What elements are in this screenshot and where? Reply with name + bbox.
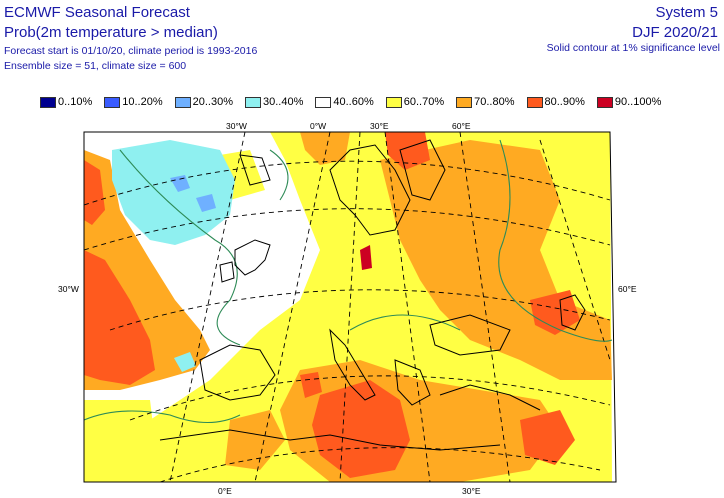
region-90-100	[360, 245, 372, 270]
grid-label-top: 30°W	[226, 121, 247, 131]
coastline-iceland	[239, 154, 271, 186]
coastline-scandinavia	[329, 144, 411, 236]
grid-label-left: 30°W	[58, 284, 79, 294]
region-80-90	[312, 380, 410, 478]
grid-label-right: 60°E	[618, 284, 637, 294]
grid-label-top: 30°E	[370, 121, 389, 131]
region-70-80	[225, 410, 285, 470]
meridian-line	[169, 132, 246, 482]
forecast-info: Forecast start is 01/10/20, climate peri…	[4, 45, 258, 57]
parallel-line	[109, 289, 611, 331]
meridian-line	[459, 132, 511, 482]
significance-note: Solid contour at 1% significance level	[546, 42, 720, 54]
legend-label: 80..90%	[544, 96, 585, 108]
chart-subtitle: Prob(2m temperature > median)	[4, 24, 218, 41]
grid-label-bottom: 0°E	[218, 486, 232, 496]
legend-item: 80..90%	[526, 96, 585, 108]
grid-label-top: 60°E	[452, 121, 471, 131]
coastline-anatolia	[439, 384, 541, 411]
coastline-britain	[234, 239, 271, 276]
system-label: System 5	[655, 4, 718, 21]
parallel-line	[159, 447, 601, 482]
legend-swatch	[174, 96, 191, 108]
region-80-90	[385, 132, 430, 170]
legend-label: 20..30%	[192, 96, 233, 108]
legend-label: 90..100%	[614, 96, 662, 108]
significance-contour	[84, 410, 241, 423]
coastline-iberia	[199, 344, 276, 401]
legend-item: 90..100%	[596, 96, 662, 108]
legend-label: 0..10%	[58, 96, 93, 108]
grid-label-bottom: 30°E	[462, 486, 481, 496]
legend-item: 40..60%	[315, 96, 374, 108]
coastline-italy	[329, 328, 376, 401]
legend-item: 10..20%	[104, 96, 163, 108]
legend-swatch	[40, 96, 56, 108]
meridian-line	[539, 139, 611, 361]
coastline-finland	[399, 139, 446, 201]
graticule	[84, 132, 611, 482]
significance-contour	[119, 149, 241, 346]
legend-swatch	[245, 96, 261, 108]
region-20-30	[196, 194, 216, 212]
legend-label: 30..40%	[263, 96, 304, 108]
region-70-80	[300, 132, 350, 165]
region-20-30	[170, 175, 190, 192]
legend-label: 40..60%	[333, 96, 374, 108]
legend-swatch	[596, 96, 613, 108]
legend-swatch	[104, 96, 121, 108]
region-30-40	[174, 352, 196, 372]
legend-item: 70..80%	[456, 96, 515, 108]
significance-contour	[269, 149, 289, 201]
legend-label: 60..70%	[403, 96, 445, 108]
region-80-90	[84, 250, 155, 385]
meridian-line	[384, 132, 431, 482]
ensemble-info: Ensemble size = 51, climate size = 600	[4, 60, 187, 72]
meridian-line	[339, 132, 361, 482]
legend-item: 20..30%	[174, 96, 233, 108]
legend-item: 30..40%	[245, 96, 303, 108]
region-60-70	[84, 400, 160, 482]
significance-contour	[498, 139, 613, 342]
coastline-ireland	[219, 261, 235, 283]
significance-contour	[349, 314, 461, 331]
coastline-balkans	[394, 359, 431, 406]
region-30-40	[112, 140, 235, 245]
significance-contours	[84, 139, 613, 423]
legend-swatch	[315, 96, 332, 108]
legend-label: 70..80%	[474, 96, 515, 108]
map-frame	[83, 131, 617, 483]
coastline-black-sea	[429, 314, 511, 356]
region-80-90	[84, 160, 105, 225]
legend-swatch	[385, 96, 402, 108]
coastline-caspian	[559, 294, 586, 331]
parallel-line	[84, 160, 611, 206]
legend-swatch	[456, 96, 473, 108]
region-80-90	[520, 410, 575, 465]
coastlines	[159, 139, 586, 451]
parallel-line	[129, 375, 611, 421]
grid-label-top: 0°W	[310, 121, 326, 131]
legend-label: 10..20%	[122, 96, 163, 108]
legend: 0..10% 10..20% 20..30% 30..40% 40..60% 6…	[40, 94, 673, 110]
parallel-line	[84, 208, 611, 251]
season-label: DJF 2020/21	[632, 24, 718, 41]
legend-item: 0..10%	[40, 96, 92, 108]
legend-item: 60..70%	[385, 96, 445, 108]
coastline-north-africa	[159, 429, 501, 451]
legend-swatch	[526, 96, 543, 108]
chart-title: ECMWF Seasonal Forecast	[4, 4, 190, 21]
region-80-90	[530, 290, 580, 335]
meridian-line	[254, 132, 331, 482]
